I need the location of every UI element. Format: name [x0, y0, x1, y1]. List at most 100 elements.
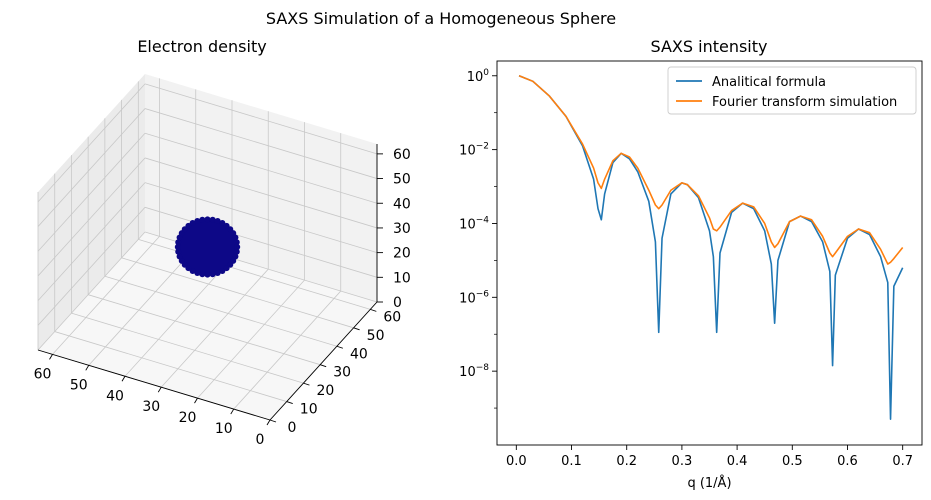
- series-line-1: [518, 75, 904, 265]
- y-tick: [370, 308, 377, 312]
- grid-line: [144, 157, 378, 229]
- y-tick-label: 0: [288, 420, 297, 436]
- x-tick: [49, 354, 53, 360]
- x-tick-label: 0.3: [672, 454, 693, 469]
- grid-line: [37, 157, 146, 277]
- grid-line: [37, 231, 146, 351]
- figure-suptitle: SAXS Simulation of a Homogeneous Sphere: [266, 9, 616, 28]
- grid-line: [54, 331, 287, 402]
- sphere-point: [194, 269, 201, 276]
- x-tick: [121, 376, 126, 382]
- x-tick-label: 0.5: [782, 454, 803, 469]
- x-tick-label: 0.7: [892, 454, 913, 469]
- x-axis-line: [37, 349, 271, 421]
- x-tick-label: 0.4: [727, 454, 748, 469]
- x-tick: [85, 365, 90, 371]
- y-tick-label: 10−2: [459, 142, 489, 159]
- y-tick-label: 10−4: [459, 215, 489, 232]
- sphere-point: [219, 267, 226, 274]
- sphere-marker: [177, 219, 238, 275]
- sphere-point: [176, 253, 183, 260]
- y-tick-exp: −8: [476, 363, 490, 373]
- sphere-point: [223, 265, 230, 272]
- sphere-point: [185, 222, 192, 229]
- grid-line: [160, 268, 269, 388]
- x-tick-label: 60: [34, 366, 52, 382]
- y-tick: [336, 345, 344, 349]
- x-tick-label: 0.0: [506, 454, 527, 469]
- sphere-point: [233, 248, 240, 255]
- x-tick-label: 40: [106, 388, 124, 404]
- plot-frame: [496, 60, 923, 446]
- y-tick-label: 60: [383, 309, 401, 325]
- x-tick-label: 0: [256, 432, 265, 448]
- sphere-point: [175, 239, 182, 246]
- legend-label-1: Fourier transform simulation: [712, 95, 897, 110]
- y-tick-exp: 0: [483, 68, 489, 78]
- y-tick-label: 20: [317, 383, 335, 399]
- sphere-point: [233, 239, 240, 246]
- grid-line: [71, 312, 304, 384]
- y-tick-base: 10: [459, 217, 476, 232]
- x-tick-label: 0.1: [561, 454, 582, 469]
- x-tick-label: 10: [215, 421, 233, 437]
- grid-line: [37, 207, 146, 326]
- y-tick: [320, 364, 327, 368]
- grid-line: [121, 257, 354, 329]
- sphere-point: [209, 271, 216, 278]
- legend-box: [667, 66, 917, 115]
- back-pane-x: [38, 74, 145, 350]
- grid-line: [37, 132, 146, 252]
- x-tick: [157, 386, 162, 393]
- y-tick-label: 10: [300, 402, 318, 418]
- legend-label-0: Analitical formula: [712, 75, 826, 90]
- sphere-point: [199, 216, 206, 223]
- grid-line: [104, 275, 337, 347]
- z-tick-label: 10: [393, 270, 411, 286]
- grid-line: [197, 279, 305, 399]
- sphere-point: [189, 220, 196, 227]
- grid-line: [144, 206, 378, 278]
- y-tick: [353, 327, 360, 331]
- z-tick-label: 50: [393, 172, 411, 188]
- grid-line: [88, 247, 197, 366]
- z-tick-label: 30: [393, 221, 411, 237]
- grid-line: [88, 294, 321, 366]
- grid-line: [144, 182, 378, 254]
- x-tick: [230, 408, 235, 415]
- grid-line: [37, 182, 146, 301]
- x-tick: [266, 419, 271, 426]
- sphere-point: [189, 267, 196, 274]
- x-tick-label: 20: [179, 410, 197, 426]
- series-line-0: [518, 75, 904, 420]
- z-tick-label: 0: [393, 295, 402, 311]
- grid-line: [144, 132, 378, 204]
- y-tick-base: 10: [459, 365, 476, 380]
- saxs-intensity-axes: 0.0 0.1 0.2 0.3 0.4 0.5 0.6 0.7 q (1/Å) 10 0 10−2 10…: [459, 60, 923, 491]
- sphere-point: [194, 218, 201, 225]
- y-axis-line: [269, 301, 378, 421]
- grid-line: [124, 257, 233, 377]
- x-tick-label: 0.6: [837, 454, 858, 469]
- y-tick-label: 10−8: [459, 363, 489, 380]
- y-tick-label: 30: [333, 365, 351, 381]
- x-tick: [194, 397, 198, 404]
- x-tick-label: 0.2: [616, 454, 637, 469]
- grid-line: [233, 290, 342, 410]
- saxs-intensity-title: SAXS intensity: [651, 37, 768, 56]
- sphere-point: [209, 216, 216, 223]
- sphere-point: [214, 269, 221, 276]
- y-tick-label: 10−6: [459, 289, 489, 306]
- sphere-point: [199, 271, 206, 278]
- sphere-point: [175, 248, 182, 255]
- x-axis-label: q (1/Å): [687, 475, 731, 491]
- sphere-point: [204, 216, 211, 223]
- grid-line: [144, 108, 378, 179]
- y-tick-exp: −6: [476, 289, 490, 299]
- sphere-point: [214, 218, 221, 225]
- y-tick: [269, 419, 277, 423]
- sphere-point: [174, 244, 181, 250]
- grid-line: [144, 83, 378, 155]
